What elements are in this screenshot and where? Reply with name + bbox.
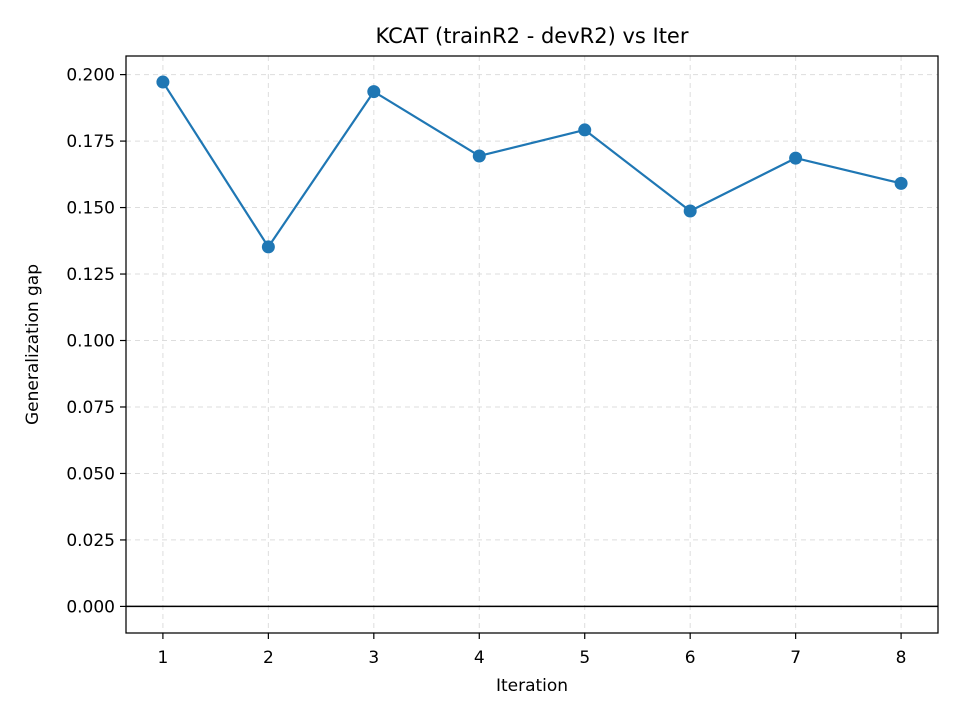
x-tick-label-6: 6 — [685, 648, 696, 668]
y-tick-label-9: 0.200 — [66, 66, 115, 86]
series-line-1 — [161, 81, 902, 249]
data-point-5 — [578, 123, 592, 137]
chart-title: KCAT (trainR2 - devR2) vs Iter — [375, 24, 688, 48]
y-tick-label-3: 0.050 — [66, 464, 115, 484]
x-tick-label-4: 4 — [474, 648, 485, 668]
y-tick-label-1: 0.000 — [66, 597, 115, 617]
data-point-1 — [156, 75, 170, 89]
y-tick-label-2: 0.025 — [66, 531, 115, 551]
data-point-8 — [894, 176, 908, 190]
plot-frame — [125, 55, 939, 634]
y-tick-label-5: 0.100 — [66, 332, 115, 352]
y-tick-label-6: 0.125 — [66, 265, 115, 285]
data-point-6 — [683, 204, 697, 218]
series-layer — [156, 75, 908, 254]
x-tick-label-5: 5 — [579, 648, 590, 668]
x-axis-label: Iteration — [496, 676, 568, 696]
y-axis-label: Generalization gap — [23, 264, 43, 425]
y-tick-label-4: 0.075 — [66, 398, 115, 418]
x-tick-label-1: 1 — [157, 648, 168, 668]
data-point-7 — [789, 151, 803, 165]
data-point-2 — [261, 240, 275, 254]
x-tick-label-3: 3 — [368, 648, 379, 668]
data-point-4 — [472, 149, 486, 163]
y-tick-label-8: 0.175 — [66, 132, 115, 152]
y-tick-label-7: 0.150 — [66, 199, 115, 219]
data-point-3 — [367, 85, 381, 99]
y-axis-ticks: 0.000 0.025 0.050 0.075 0.100 0.125 0.150 0.175… — [66, 66, 126, 617]
x-tick-label-7: 7 — [790, 648, 801, 668]
x-tick-label-8: 8 — [896, 648, 907, 668]
x-tick-label-2: 2 — [263, 648, 274, 668]
x-axis-ticks: 1 2 3 4 5 6 7 8 — [157, 633, 907, 668]
